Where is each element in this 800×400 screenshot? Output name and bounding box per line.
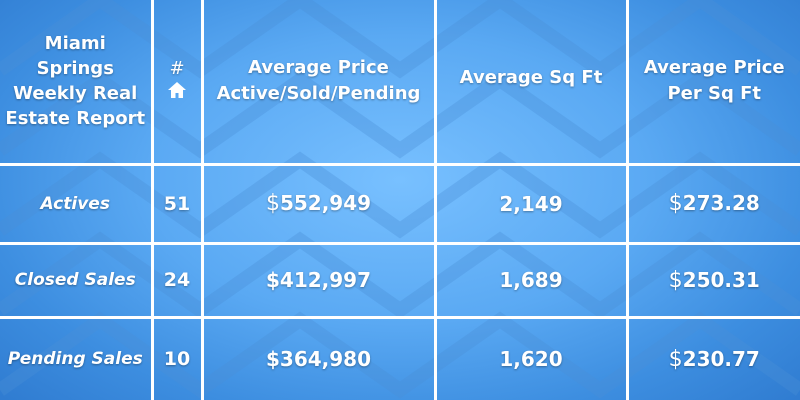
row-label: Pending Sales (7, 349, 143, 370)
currency-symbol: $ (265, 191, 280, 216)
table-row: Pending Sales 10 $364,980 1,620 $230.77 (0, 315, 800, 400)
avg-price-sqft-header-cell: Average Price Per Sq Ft (625, 0, 800, 166)
currency-symbol: $ (265, 347, 280, 372)
avg-sqft-header-cell: Average Sq Ft (433, 0, 629, 166)
currency-symbol: $ (265, 268, 280, 292)
avg-sqft-header: Average Sq Ft (459, 67, 603, 89)
count-header-label: # (169, 58, 185, 80)
row-label: Closed Sales (14, 270, 136, 290)
row-label: Actives (40, 193, 110, 214)
row-price-per-sqft: $273.28 (668, 191, 760, 216)
table-row: Closed Sales 24 $412,997 1,689 $250.31 (0, 241, 800, 319)
avg-price-sqft-header: Average Price Per Sq Ft (643, 57, 785, 105)
row-count: 51 (163, 192, 191, 215)
currency-symbol: $ (668, 191, 683, 216)
row-avg-price: $412,997 (265, 268, 371, 292)
row-price-per-sqft: $230.77 (668, 346, 760, 372)
avg-price-header-cell: Average Price Active/Sold/Pending (200, 0, 437, 166)
avg-price-header: Average Price Active/Sold/Pending (216, 57, 421, 105)
header-row: Miami Springs Weekly Real Estate Report … (0, 0, 800, 166)
row-count: 10 (163, 348, 191, 371)
currency-symbol: $ (668, 267, 683, 293)
table-row: Actives 51 $552,949 2,149 $273.28 (0, 162, 800, 245)
row-avg-sqft: 1,689 (499, 268, 563, 292)
home-icon (168, 82, 186, 99)
report-title-cell: Miami Springs Weekly Real Estate Report (0, 0, 154, 166)
row-price-per-sqft: $250.31 (668, 267, 760, 293)
row-count: 24 (163, 269, 191, 291)
row-avg-price: $364,980 (265, 347, 371, 372)
row-avg-sqft: 2,149 (499, 191, 563, 216)
report-title: Miami Springs Weekly Real Estate Report (5, 33, 146, 130)
count-header-cell: # (150, 0, 204, 166)
row-avg-price: $552,949 (265, 191, 372, 216)
currency-symbol: $ (668, 346, 683, 372)
row-avg-sqft: 1,620 (499, 347, 563, 372)
